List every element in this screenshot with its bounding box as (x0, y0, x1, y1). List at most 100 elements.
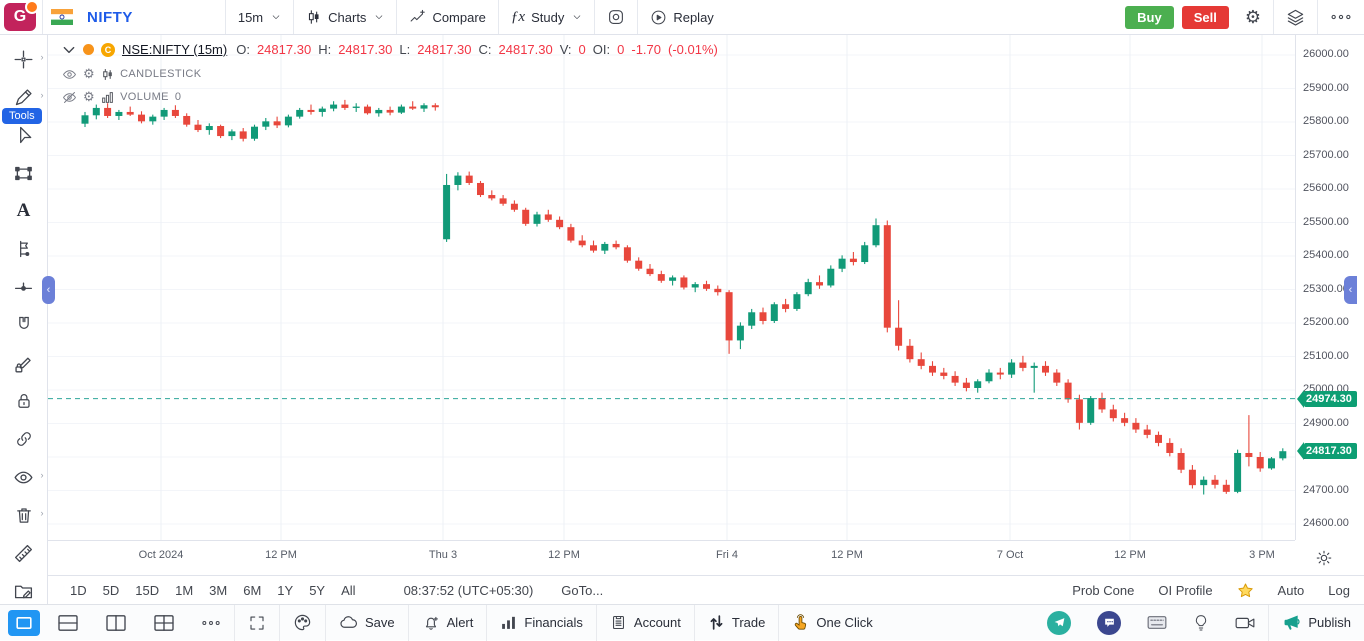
lock-drawings-tool[interactable] (5, 344, 43, 382)
candle-body (183, 115, 191, 125)
collapse-toolbar-handle[interactable]: ‹ (42, 276, 55, 304)
indicator-name[interactable]: VOLUME (120, 91, 169, 103)
theme-toggle[interactable] (1315, 549, 1333, 567)
candlestick-chart[interactable] (48, 34, 1295, 540)
range-3m[interactable]: 3M (209, 582, 228, 598)
account-button[interactable]: Account (597, 605, 694, 641)
log-scale-button[interactable]: Log (1328, 582, 1350, 598)
chevron-down-icon[interactable] (62, 43, 76, 57)
candle-body (239, 131, 247, 139)
layout-vsplit-button[interactable] (92, 605, 140, 641)
symbol-search-button[interactable]: NIFTY (87, 8, 133, 26)
chart-legend: C NSE:NIFTY (15m) O: 24817.30 H: 24817.3… (62, 42, 718, 105)
range-1d[interactable]: 1D (70, 582, 87, 598)
save-button[interactable]: Save (326, 605, 408, 641)
link-tool[interactable] (5, 420, 43, 458)
eye-off-icon[interactable] (62, 90, 77, 105)
range-5d[interactable]: 5D (102, 582, 120, 598)
fullscreen-button[interactable] (235, 605, 279, 641)
price-axis-label: 26000.00 (1303, 48, 1349, 60)
divider (325, 604, 326, 641)
camera-icon (609, 10, 624, 24)
more-options-button[interactable] (1318, 0, 1364, 34)
candle-body (1279, 451, 1287, 459)
auto-scale-button[interactable]: Auto (1277, 582, 1305, 598)
candle-body (1019, 362, 1027, 368)
publish-button[interactable]: Publish (1269, 605, 1364, 641)
ideas-button[interactable] (1180, 605, 1222, 641)
range-5y[interactable]: 5Y (309, 582, 326, 598)
snapshot-button[interactable] (595, 0, 637, 34)
sell-button[interactable]: Sell (1181, 5, 1229, 29)
buy-button[interactable]: Buy (1125, 5, 1174, 29)
pen-lock-icon (15, 357, 31, 372)
forecast-tool[interactable] (5, 230, 43, 268)
oi-profile-button[interactable]: OI Profile (1158, 582, 1213, 598)
chevron-right-icon: › (40, 470, 44, 480)
clock[interactable]: 08:37:52 (UTC+05:30) (403, 582, 534, 598)
community-chat-button[interactable] (1084, 605, 1134, 641)
candle-body (1166, 442, 1174, 453)
trend-line-tool[interactable]: › (5, 78, 44, 116)
magnet-tool[interactable] (5, 306, 43, 344)
range-1y[interactable]: 1Y (277, 582, 294, 598)
time-axis[interactable]: Oct 2024 12 PM Thu 3 12 PM Fri 4 12 PM 7 Oct 12… (48, 540, 1295, 576)
candle-body (284, 116, 292, 126)
goto-button[interactable]: GoTo... (561, 582, 604, 598)
compare-button[interactable]: Compare (397, 0, 497, 34)
replay-button[interactable]: Replay (638, 0, 725, 34)
cursor-tool[interactable] (5, 116, 43, 154)
candle-body (635, 260, 643, 269)
remove-drawings-tool[interactable]: › (5, 496, 44, 534)
layout-more-button[interactable] (188, 605, 234, 641)
range-6m[interactable]: 6M (243, 582, 262, 598)
gear-icon[interactable]: ⚙ (83, 66, 96, 81)
indicator-name[interactable]: CANDLESTICK (120, 68, 202, 80)
chart-type-dropdown[interactable]: Charts (294, 0, 396, 34)
divider (407, 604, 409, 641)
theme-palette-button[interactable] (280, 605, 325, 641)
layout-hsplit-button[interactable] (44, 605, 92, 641)
divider (595, 604, 597, 641)
templates-tool[interactable] (5, 572, 43, 610)
lightbulb-icon (1196, 614, 1207, 630)
candle-body (1098, 398, 1106, 410)
alert-button[interactable]: Alert (409, 605, 487, 641)
crosshair-tool[interactable]: › (5, 40, 44, 78)
legend-symbol[interactable]: NSE:NIFTY (15m) (122, 42, 228, 57)
candle-body (951, 375, 959, 383)
study-dropdown[interactable]: ƒx Study (499, 0, 594, 34)
candle-body (872, 225, 880, 246)
star-icon[interactable] (1237, 582, 1254, 599)
candle-body (375, 109, 383, 114)
chart-svg[interactable] (48, 34, 1295, 540)
gear-icon[interactable]: ⚙ (83, 89, 96, 104)
trade-button[interactable]: Trade (695, 605, 778, 641)
lock-tool[interactable] (5, 382, 43, 420)
candle-body (443, 184, 451, 240)
layout-layers-button[interactable] (1274, 0, 1317, 34)
measure-tool[interactable] (5, 534, 43, 572)
prob-cone-button[interactable]: Prob Cone (1072, 582, 1135, 598)
ray-tool[interactable] (5, 268, 43, 306)
shortcuts-button[interactable] (1134, 605, 1180, 641)
hide-drawings-tool[interactable]: › (5, 458, 44, 496)
collapse-axis-handle[interactable]: ‹ (1344, 276, 1357, 304)
shape-tool[interactable] (5, 154, 43, 192)
app-logo[interactable]: G (4, 0, 39, 31)
layout-grid-button[interactable] (140, 605, 188, 641)
eye-icon[interactable] (62, 67, 77, 82)
text-tool[interactable]: A (5, 192, 43, 230)
chart-pane[interactable]: C NSE:NIFTY (15m) O: 24817.30 H: 24817.3… (48, 34, 1295, 540)
telegram-button[interactable] (1034, 605, 1084, 641)
range-all[interactable]: All (341, 582, 356, 598)
settings-button[interactable]: ⚙ (1233, 0, 1273, 34)
one-click-button[interactable]: One Click (779, 605, 885, 641)
range-1m[interactable]: 1M (175, 582, 194, 598)
video-button[interactable] (1222, 605, 1268, 641)
layout-single-button[interactable] (8, 609, 40, 636)
trash-icon (16, 508, 31, 523)
interval-dropdown[interactable]: 15m (226, 0, 293, 34)
range-15d[interactable]: 15D (135, 582, 160, 598)
financials-button[interactable]: Financials (487, 605, 596, 641)
